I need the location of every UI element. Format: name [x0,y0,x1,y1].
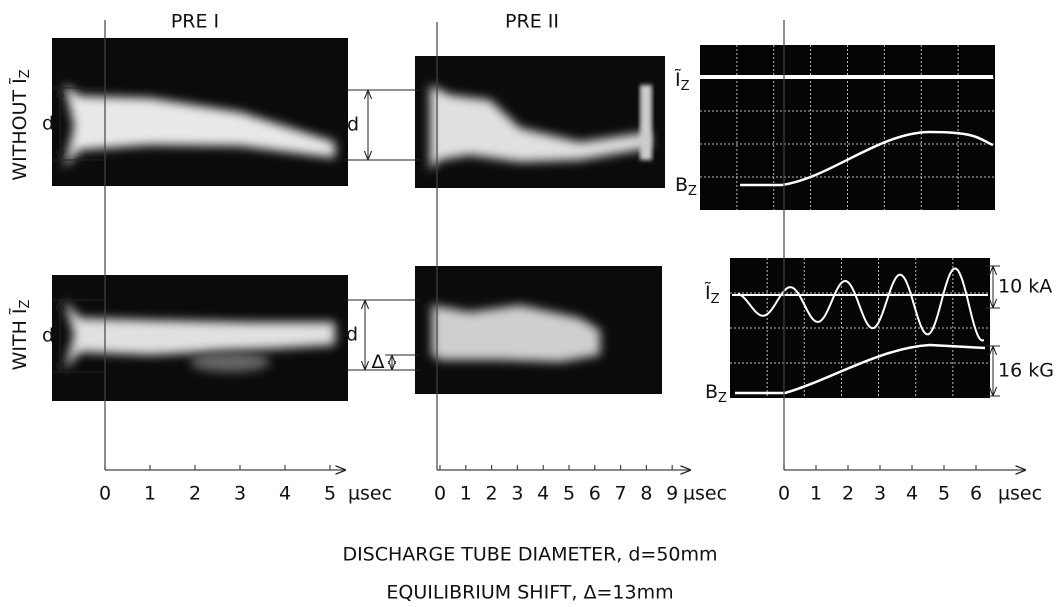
tick-label: 6 [589,483,601,505]
dimension-label: Δ [372,351,385,373]
photo [52,38,348,186]
tick-label: 0 [99,483,111,505]
scale-label: 16 kG [998,360,1054,382]
tick-label: 5 [324,483,336,505]
dimension-label: d [42,113,54,135]
column-heading: PRE I [171,11,219,33]
tick-label: 5 [938,483,950,505]
trace-label: BZ [675,174,697,199]
column-heading: PRE II [505,11,559,33]
oscilloscope [700,45,995,210]
tick-label: 2 [486,483,498,505]
trace [735,343,986,395]
trace-subscript: Z [681,79,690,94]
axis-unit: µsec [683,483,727,505]
note: EQUILIBRIUM SHIFT, Δ=13mm [386,582,673,604]
tick-label: 0 [778,483,790,505]
photo [415,56,665,188]
photo [52,275,348,401]
trace-symbol: Ĩ [674,68,681,91]
tick-label: 2 [842,483,854,505]
dimension-label: d [42,325,54,347]
row-label: WITH ĨZ [8,299,33,370]
trace-symbol: B [675,174,688,196]
tick-label: 3 [234,483,246,505]
tick-label: 0 [434,483,446,505]
trace-symbol: Ĩ [704,281,711,304]
trace-label: ĨZ [704,281,720,307]
trace [740,130,994,187]
dimension-label: d [346,324,358,346]
scale-label: 10 kA [998,276,1052,298]
note: DISCHARGE TUBE DIAMETER, d=50mm [342,544,717,566]
row-label: WITHOUT ĨZ [8,69,33,180]
trace-subscript: Z [718,391,727,406]
trace-label: ĨZ [674,68,690,94]
dimension-label: d [347,114,359,136]
axis-unit: µsec [348,483,392,505]
tick-label: 4 [537,483,549,505]
trace-subscript: Z [688,184,697,199]
tick-label: 1 [460,483,472,505]
oscilloscope [730,258,990,398]
tick-label: 8 [640,483,652,505]
tick-label: 2 [189,483,201,505]
trace-symbol: B [705,381,718,403]
tick-label: 3 [511,483,523,505]
tick-label: 7 [615,483,627,505]
tick-label: 9 [666,483,678,505]
tick-label: 1 [144,483,156,505]
tick-label: 6 [970,483,982,505]
tick-label: 5 [563,483,575,505]
tick-label: 4 [906,483,918,505]
trace-label: BZ [705,381,727,406]
axis-unit: µsec [998,483,1042,505]
tick-label: 4 [279,483,291,505]
photo [415,266,662,394]
tick-label: 1 [810,483,822,505]
trace [737,267,985,342]
tick-label: 3 [874,483,886,505]
trace-subscript: Z [711,292,720,307]
